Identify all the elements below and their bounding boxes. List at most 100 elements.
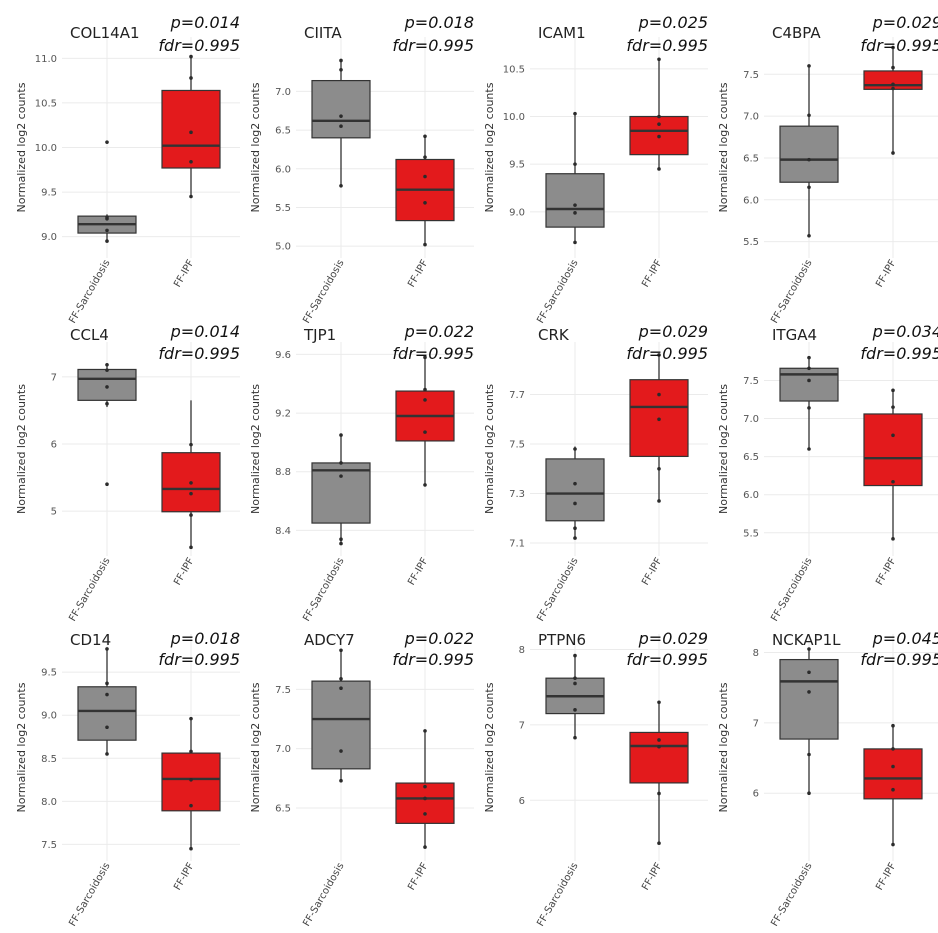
panel-itga4: 5.5 6.0 6.5 7.0 7.5 FF-Sarcoidosis FF-IPF ITGA4… (717, 322, 938, 623)
y-tick-label: 9.0 (41, 232, 57, 243)
data-point (423, 155, 427, 159)
data-point (573, 240, 577, 245)
p-value-label: p=0.018 (170, 629, 240, 648)
x-tick-label: FF-IPF (406, 861, 431, 893)
data-point (657, 467, 661, 471)
y-tick-label: 9.0 (41, 711, 57, 722)
panel-adcy7: 6.5 7.0 7.5 FF-Sarcoidosis FF-IPF ADCY7 p=0.02… (249, 629, 474, 928)
data-point (807, 185, 811, 190)
p-value-label: p=0.034 (872, 322, 938, 341)
data-point (807, 366, 811, 371)
data-point (573, 481, 577, 486)
data-point (339, 778, 343, 783)
p-value-label: p=0.022 (404, 322, 474, 341)
y-axis-label: Normalized log2 counts (483, 384, 496, 514)
data-point (891, 151, 895, 155)
y-tick-label: 7.5 (275, 685, 291, 696)
fdr-label: fdr=0.995 (158, 344, 240, 363)
fdr-label: fdr=0.995 (626, 650, 708, 669)
data-point (423, 796, 427, 801)
data-point (189, 716, 193, 721)
data-point (339, 541, 343, 546)
data-point (657, 114, 661, 119)
data-point (573, 653, 577, 658)
data-point (339, 461, 343, 465)
data-point (189, 777, 193, 782)
y-tick-label: 8 (519, 645, 525, 656)
y-tick-label: 7.0 (275, 744, 291, 755)
data-point (423, 174, 427, 179)
p-value-label: p=0.014 (170, 13, 240, 32)
data-point (105, 401, 109, 406)
box-ipf (161, 752, 221, 812)
y-tick-label: 7.0 (743, 112, 759, 123)
data-point (423, 784, 427, 789)
data-point (339, 124, 343, 129)
x-tick-label: FF-IPF (172, 258, 197, 290)
data-point (423, 355, 427, 360)
y-tick-label: 5.5 (743, 237, 759, 248)
data-point (891, 787, 895, 792)
y-tick-label: 7.1 (509, 539, 525, 550)
y-tick-label: 9.6 (275, 350, 291, 361)
data-point (573, 447, 577, 451)
y-tick-label: 9.0 (509, 207, 525, 218)
data-point (573, 735, 577, 740)
data-point (807, 378, 811, 383)
box-sarcoidosis (779, 125, 839, 183)
panel-nckap1l: 6 7 8 FF-Sarcoidosis FF-IPF NCKAP1L p=0.045 fdr… (717, 629, 938, 928)
data-point (105, 482, 109, 487)
panel-tjp1: 8.4 8.8 9.2 9.6 FF-Sarcoidosis FF-IPF TJP1 p=0.… (249, 322, 474, 623)
data-point (573, 536, 577, 540)
x-tick-label: FF-Sarcoidosis (67, 258, 112, 325)
y-axis-label: Normalized log2 counts (249, 682, 262, 812)
data-point (105, 725, 109, 730)
x-tick-label: FF-Sarcoidosis (67, 861, 112, 928)
y-tick-label: 7.5 (743, 70, 759, 81)
panel-cd14: 7.5 8.0 8.5 9.0 9.5 FF-Sarcoidosis FF-IPF CD14 p… (15, 629, 240, 928)
data-point (105, 228, 109, 233)
y-tick-label: 5 (51, 507, 57, 518)
y-tick-label: 7.5 (41, 840, 57, 851)
data-point (423, 134, 427, 139)
y-tick-label: 6.5 (743, 153, 759, 164)
box-sarcoidosis (311, 680, 371, 770)
panel-crk: 7.1 7.3 7.5 7.7 FF-Sarcoidosis FF-IPF CRK p=0.0… (483, 322, 708, 623)
y-tick-label: 7.5 (509, 440, 525, 451)
data-point (657, 122, 661, 126)
x-tick-label: FF-Sarcoidosis (769, 861, 814, 928)
y-tick-label: 5.5 (743, 528, 759, 539)
data-point (573, 111, 577, 116)
y-tick-label: 10.5 (35, 98, 57, 109)
data-point (189, 442, 193, 447)
fdr-label: fdr=0.995 (860, 650, 938, 669)
x-tick-label: FF-Sarcoidosis (535, 556, 580, 623)
y-tick-label: 8 (753, 648, 759, 659)
data-point (807, 791, 811, 796)
data-point (807, 670, 811, 675)
x-tick-label: FF-IPF (874, 861, 899, 893)
data-point (891, 537, 895, 541)
panel-icam1: 9.0 9.5 10.0 10.5 FF-Sarcoidosis FF-IPF ICAM1 p… (483, 13, 708, 325)
data-point (339, 114, 343, 118)
data-point (339, 474, 343, 478)
x-tick-label: FF-IPF (874, 556, 899, 588)
fdr-label: fdr=0.995 (626, 36, 708, 55)
data-point (423, 729, 427, 733)
x-tick-label: FF-IPF (640, 861, 665, 893)
data-point (657, 57, 661, 62)
y-tick-label: 6.5 (275, 126, 291, 137)
data-point (105, 692, 109, 697)
data-point (339, 537, 343, 541)
y-tick-label: 8.4 (275, 526, 291, 537)
panel-title: ADCY7 (304, 631, 355, 649)
x-tick-label: FF-IPF (406, 556, 431, 588)
data-point (891, 764, 895, 769)
data-point (423, 387, 427, 392)
data-point (339, 749, 343, 753)
data-point (339, 686, 343, 691)
data-point (105, 362, 109, 367)
panel-title: ICAM1 (538, 24, 586, 42)
data-point (657, 744, 661, 749)
